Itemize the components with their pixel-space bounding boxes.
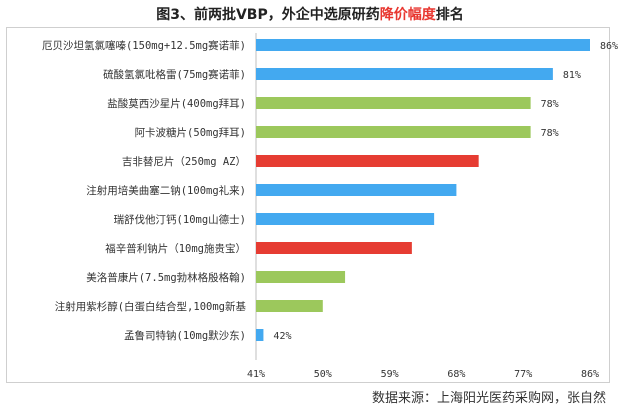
category-label: 福辛普利钠片（10mg施贵宝） (105, 242, 246, 255)
data-label: 86% (600, 41, 618, 52)
category-label: 硫酸氢氯吡格雷(75mg赛诺菲) (103, 68, 246, 81)
bar (256, 39, 590, 51)
x-tick-label: 86% (581, 369, 599, 380)
chart-title: 图3、前两批VBP，外企中选原研药降价幅度排名 (0, 4, 620, 24)
x-tick-label: 77% (514, 369, 532, 380)
bar (256, 300, 323, 312)
bar (256, 126, 531, 138)
x-tick-label: 41% (247, 369, 265, 380)
data-source-note: 数据来源：上海阳光医药采购网，张自然 (371, 391, 606, 406)
data-label: 81% (563, 70, 581, 81)
data-label: 78% (541, 128, 559, 139)
chart-title-prefix: 图3、前两批VBP，外企中选原研药 (156, 7, 380, 23)
chart-title-suffix: 排名 (435, 7, 464, 23)
category-label: 阿卡波糖片(50mg拜耳) (135, 126, 246, 139)
bar (256, 184, 457, 196)
bar (256, 68, 553, 80)
bar (256, 213, 435, 225)
category-label: 厄贝沙坦氢氯噻嗪(150mg+12.5mg赛诺菲) (42, 39, 246, 52)
bar (256, 329, 264, 341)
data-label: 42% (273, 331, 291, 342)
category-label: 盐酸莫西沙星片(400mg拜耳) (107, 97, 246, 110)
data-label: 78% (541, 99, 559, 110)
category-label: 孟鲁司特钠(10mg默沙东) (124, 329, 246, 342)
chart-frame (6, 27, 610, 383)
category-label: 瑞舒伐他汀钙(10mg山德士) (114, 213, 246, 226)
chart-title-highlight: 降价幅度 (379, 7, 436, 23)
category-label: 吉非替尼片（250mg AZ） (122, 155, 246, 168)
x-tick-label: 50% (314, 369, 332, 380)
category-label: 美洛普康片(7.5mg勃林格殷格翰) (86, 271, 246, 284)
bar (256, 97, 531, 109)
bar (256, 155, 479, 167)
bar (256, 242, 412, 254)
x-tick-label: 59% (381, 369, 399, 380)
category-label: 注射用紫杉醇(白蛋白结合型,100mg新基 (55, 300, 247, 313)
x-tick-label: 68% (447, 369, 465, 380)
bar (256, 271, 346, 283)
category-label: 注射用培美曲塞二钠(100mg礼来) (86, 184, 246, 197)
